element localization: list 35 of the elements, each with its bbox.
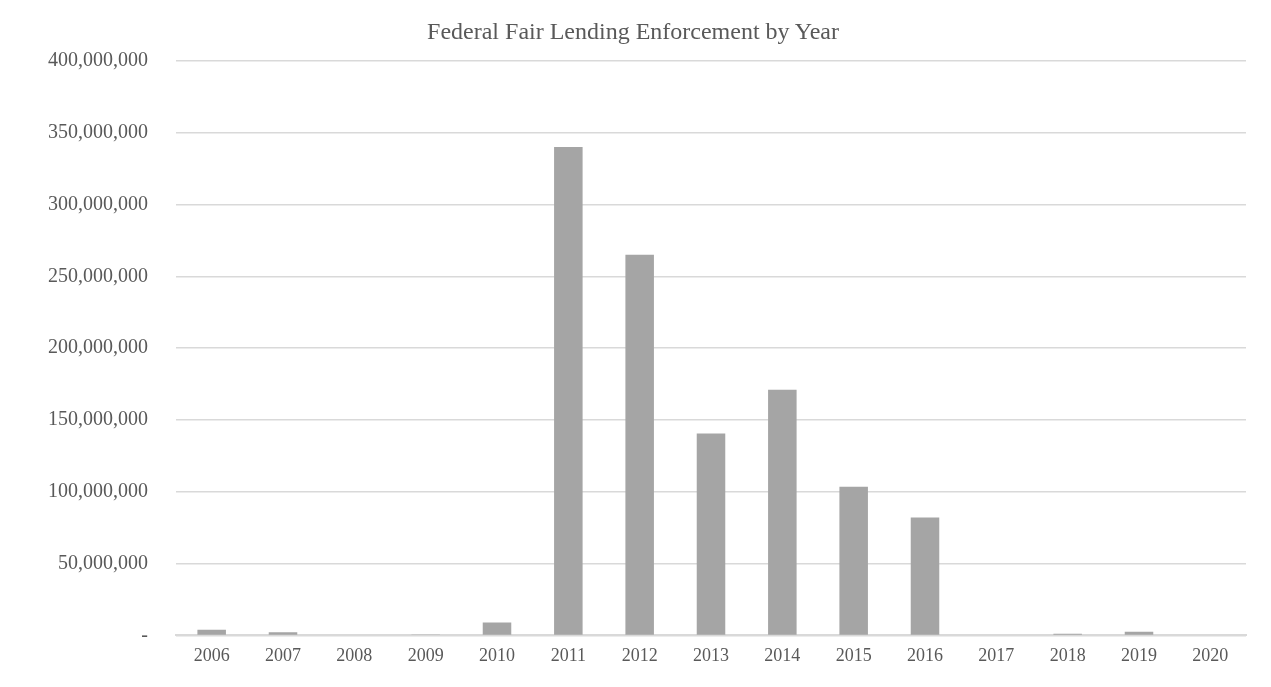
y-tick-label: 250,000,000	[48, 263, 148, 286]
x-tick-label: 2010	[479, 644, 515, 665]
x-tick-label: 2016	[907, 644, 943, 665]
y-tick-label: 400,000,000	[48, 48, 148, 71]
x-tick-label: 2018	[1049, 644, 1086, 665]
x-tick-label: 2012	[621, 644, 658, 665]
bar	[910, 517, 940, 635]
y-tick-label: 150,000,000	[48, 407, 148, 430]
bar	[625, 254, 654, 635]
bar	[268, 632, 298, 635]
x-tick-label: 2013	[693, 644, 729, 665]
x-tick-label: 2014	[764, 644, 801, 665]
y-tick-label: 300,000,000	[48, 191, 148, 214]
y-tick-label: 50,000,000	[58, 550, 148, 573]
y-tick-label: 350,000,000	[48, 119, 148, 142]
x-tick-label: 2011	[550, 644, 587, 665]
bar	[482, 622, 512, 635]
y-tick-label: 200,000,000	[48, 335, 148, 358]
bar	[554, 146, 583, 635]
y-tick-label: 100,000,000	[48, 479, 148, 501]
x-tick-label: 2015	[835, 644, 872, 665]
bar	[1124, 631, 1154, 635]
x-tick-label: 2017	[978, 644, 1015, 665]
chart-title: Federal Fair Lending Enforcement by Year	[427, 17, 839, 44]
x-tick-label: 2020	[1192, 644, 1229, 665]
bar	[197, 629, 226, 635]
x-tick-label: 2019	[1121, 644, 1157, 665]
x-tick-label: 2008	[336, 644, 373, 665]
x-tick-label: 2007	[265, 644, 301, 665]
x-tick-label: 2009	[407, 644, 444, 665]
y-tick-label: -	[141, 622, 148, 645]
bar	[768, 389, 797, 635]
bar	[839, 486, 868, 635]
x-tick-label: 2006	[193, 644, 230, 665]
bar	[696, 433, 726, 635]
